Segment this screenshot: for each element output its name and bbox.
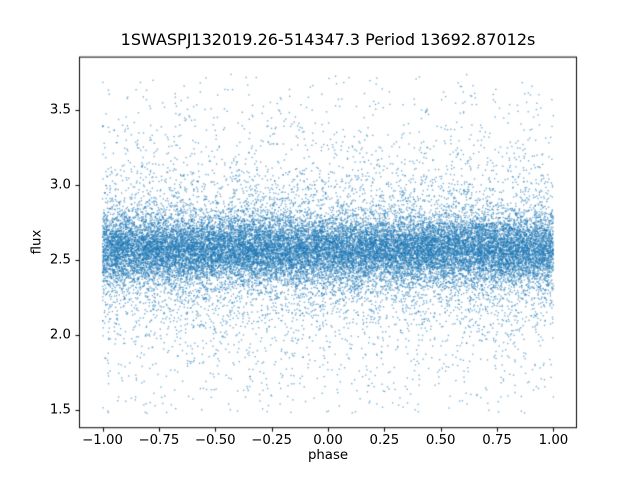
x-tick-label: −0.50 (194, 433, 236, 448)
x-tick-label: −0.75 (138, 433, 180, 448)
y-tick-label: 3.0 (49, 177, 71, 193)
x-tick-label: 0.50 (425, 433, 456, 448)
x-tick-label: 0.25 (369, 433, 400, 448)
y-tick-label: 1.5 (49, 402, 71, 418)
y-tick-label: 2.0 (49, 327, 71, 343)
y-tick-label: 2.5 (49, 252, 71, 268)
x-tick-label: 0.75 (482, 433, 512, 448)
chart-title: 1SWASPJ132019.26-514347.3 Period 13692.8… (120, 30, 536, 49)
x-axis-label: phase (307, 448, 349, 463)
x-tick-label: 0.00 (313, 433, 343, 448)
x-tick-label: 1.00 (538, 433, 569, 448)
x-tick-label: −1.00 (82, 433, 123, 448)
x-tick-label: −0.25 (251, 433, 292, 448)
y-tick-label: 3.5 (49, 102, 71, 118)
y-axis-label: flux (29, 229, 45, 255)
